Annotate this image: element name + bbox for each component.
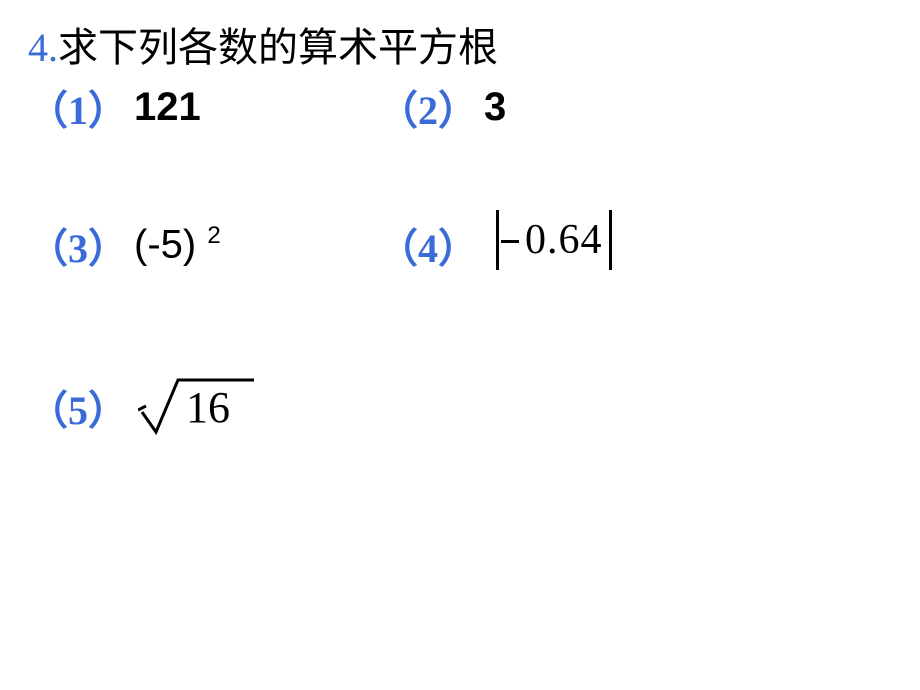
item-4-value: 0.64 <box>496 210 612 280</box>
title-text: 求下列各数的算术平方根 <box>58 25 498 70</box>
slide-page: 4.求下列各数的算术平方根 （1） 121 （2） 3 （3） (-5) 2 （… <box>0 0 920 690</box>
item-3: （3） (-5) 2 <box>28 216 378 274</box>
sqrt-radicand: 16 <box>186 382 230 433</box>
item-3-exponent: 2 <box>207 222 220 249</box>
item-2: （2） 3 <box>378 78 506 136</box>
abs-expression: 0.64 <box>496 210 612 270</box>
question-title: 4.求下列各数的算术平方根 <box>28 24 920 72</box>
item-3-value: (-5) 2 <box>134 222 221 267</box>
item-5-label: （5） <box>28 378 128 436</box>
item-1: （1） 121 <box>28 78 378 136</box>
item-1-label: （1） <box>28 78 128 136</box>
item-2-label: （2） <box>378 78 478 136</box>
item-1-value: 121 <box>134 85 201 130</box>
item-4: （4） 0.64 <box>378 210 612 280</box>
item-3-base: (-5) <box>134 223 207 267</box>
minus-icon <box>501 240 519 243</box>
sqrt-expression: 16 <box>138 374 258 440</box>
row-1: （1） 121 （2） 3 <box>28 78 920 136</box>
title-number: 4. <box>28 25 58 70</box>
item-5: （5） 16 <box>28 374 378 440</box>
item-3-label: （3） <box>28 216 128 274</box>
row-3: （5） 16 <box>28 374 920 440</box>
abs-number: 0.64 <box>525 217 603 263</box>
item-2-value: 3 <box>484 85 506 130</box>
item-4-label: （4） <box>378 216 478 274</box>
abs-content: 0.64 <box>499 216 609 264</box>
abs-bar-right <box>609 210 612 270</box>
row-2: （3） (-5) 2 （4） 0.64 <box>28 210 920 280</box>
